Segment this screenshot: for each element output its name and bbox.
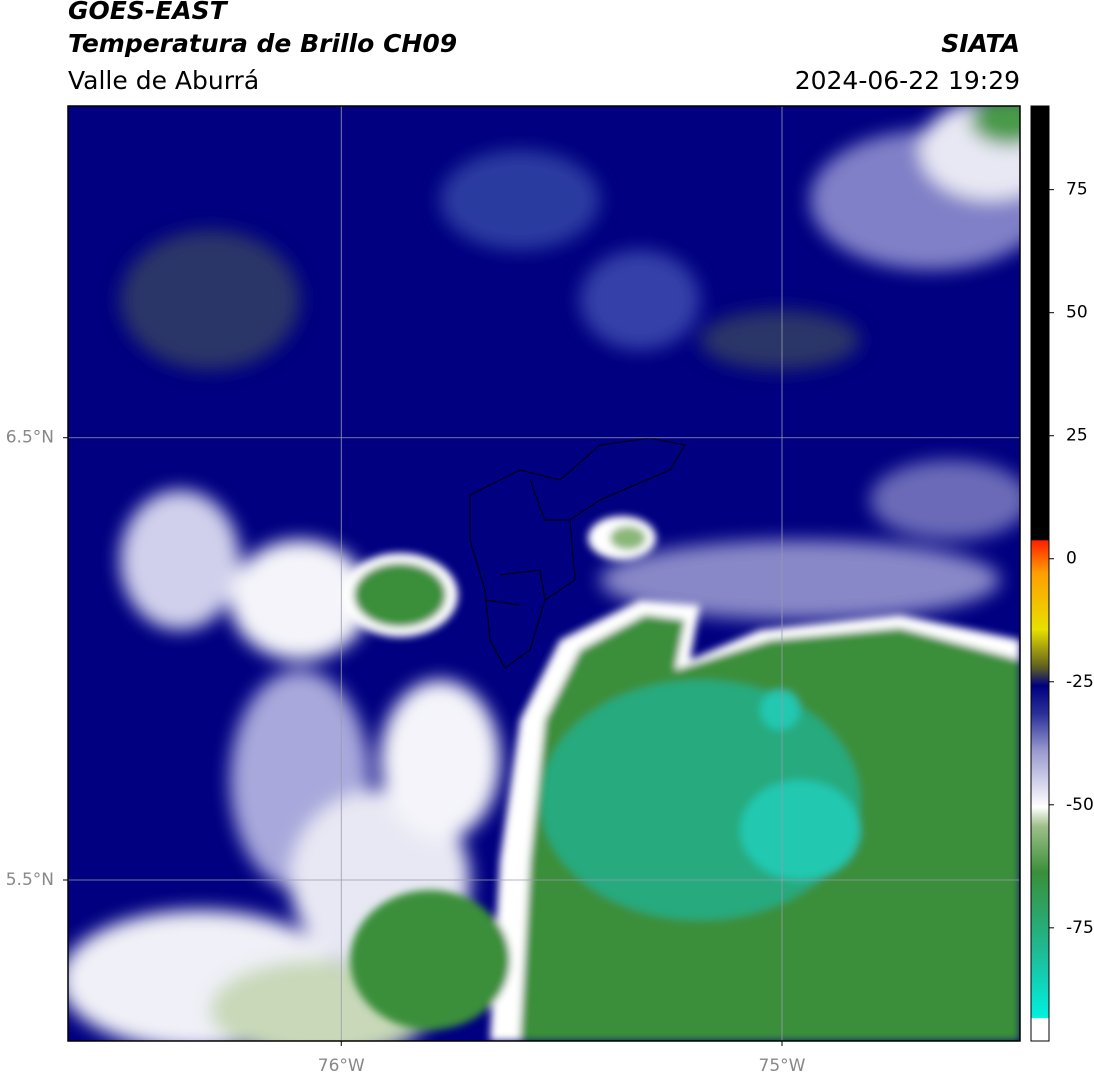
colorbar-tick-label: 0 bbox=[1066, 549, 1077, 569]
region: Valle de Aburrá bbox=[68, 66, 259, 95]
subtitle: Temperatura de Brillo CH09 bbox=[68, 29, 457, 58]
colorbar-tick-label: -50 bbox=[1066, 795, 1094, 815]
datetime: 2024-06-22 19:29 bbox=[795, 66, 1020, 95]
lon-tick-label: 76°W bbox=[318, 1056, 365, 1076]
title: GOES-EAST bbox=[68, 0, 229, 25]
source: SIATA bbox=[941, 29, 1020, 58]
lat-tick-label: 5.5°N bbox=[6, 870, 54, 890]
colorbar bbox=[1030, 105, 1050, 1042]
colorbar-tick-label: -25 bbox=[1066, 672, 1094, 692]
colorbar-tick-label: 25 bbox=[1066, 426, 1088, 446]
satellite-image bbox=[68, 106, 1020, 1041]
lon-tick-label: 75°W bbox=[759, 1056, 806, 1076]
colorbar-tick-label: 50 bbox=[1066, 303, 1088, 323]
graticule bbox=[68, 106, 1020, 1041]
lat-tick-label: 6.5°N bbox=[6, 428, 54, 448]
municipal-boundaries bbox=[469, 437, 686, 669]
colorbar-tick-label: 75 bbox=[1066, 180, 1088, 200]
map-frame bbox=[67, 105, 1021, 1042]
colorbar-tick-label: -75 bbox=[1066, 918, 1094, 938]
